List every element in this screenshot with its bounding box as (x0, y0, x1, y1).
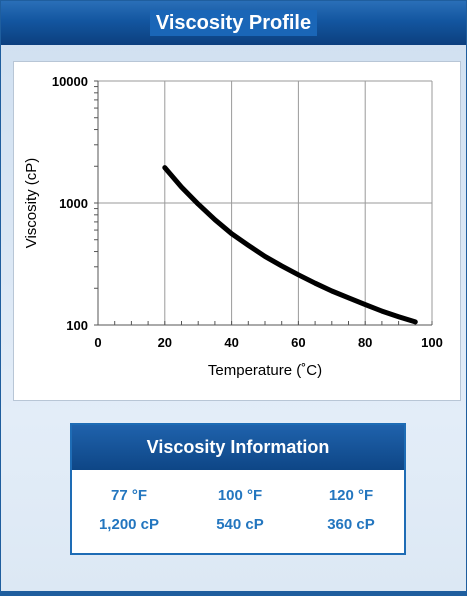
viscosity-cell: 540 cP (216, 516, 264, 533)
x-axis-label: Temperature (˚C) (208, 362, 322, 379)
viscosity-chart: 0 20 40 60 80 100 100 1000 10000 Temperature (˚C)… (23, 74, 443, 379)
viscosity-cell: 360 cP (327, 516, 375, 533)
viscosity-info-box: Viscosity Information 77 °F 100 °F 120 °… (70, 423, 406, 555)
chart-panel: 0 20 40 60 80 100 100 1000 10000 Temperature (˚C)… (13, 61, 461, 401)
x-tick-label: 40 (224, 335, 238, 350)
y-tick-label: 10000 (52, 74, 88, 89)
x-tick-label: 60 (291, 335, 305, 350)
header-bar: Viscosity Profile (1, 1, 466, 45)
temp-cell: 120 °F (328, 487, 374, 504)
y-tick-label: 100 (66, 318, 88, 333)
x-tick-label: 0 (94, 335, 101, 350)
info-title: Viscosity Information (72, 425, 404, 470)
x-tick-label: 20 (158, 335, 172, 350)
temp-cell: 77 °F (110, 487, 147, 504)
x-tick-label: 100 (421, 335, 443, 350)
viscosity-curve (162, 165, 418, 325)
viscosity-cell: 1,200 cP (98, 516, 160, 533)
page-title: Viscosity Profile (149, 10, 318, 36)
header-title-wrap: Viscosity Profile (1, 10, 466, 36)
y-tick-label: 1000 (59, 196, 88, 211)
temp-cell: 100 °F (217, 487, 263, 504)
bottom-border (1, 591, 466, 595)
y-axis-label: Viscosity (cP) (23, 158, 40, 249)
x-tick-label: 80 (358, 335, 372, 350)
